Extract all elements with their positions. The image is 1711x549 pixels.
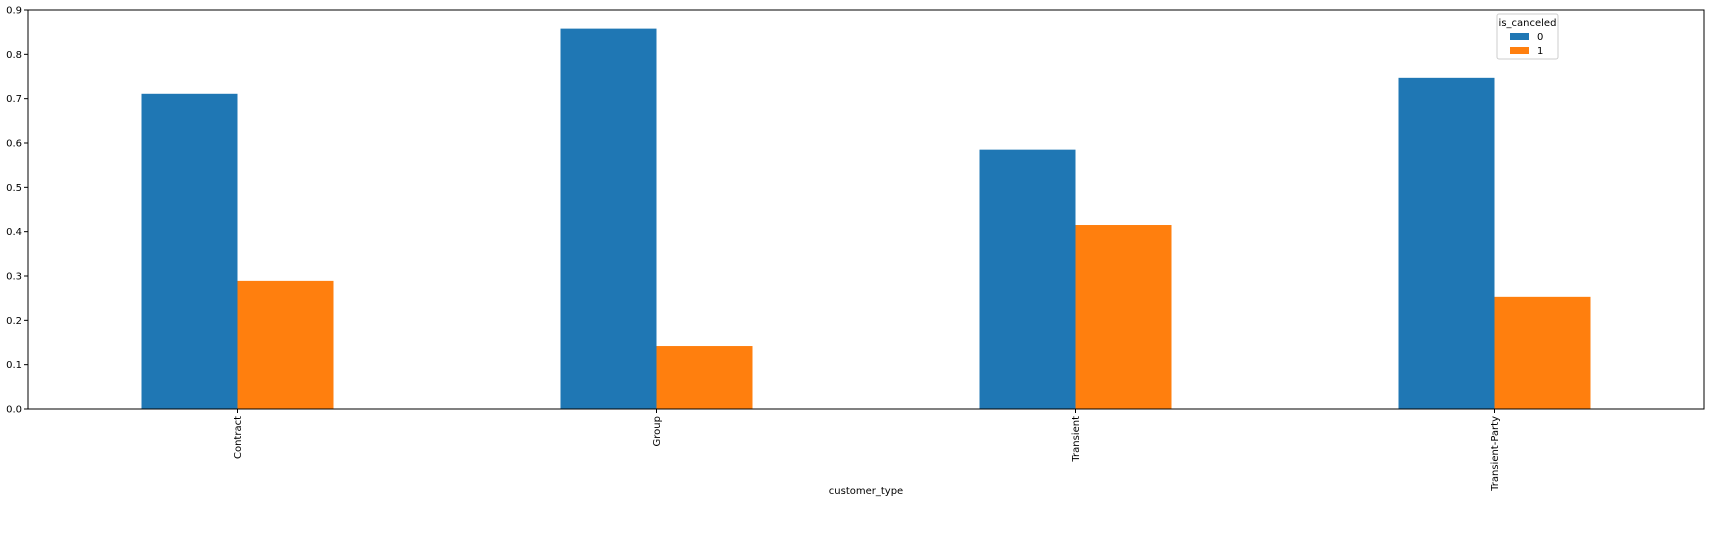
y-tick-label: 0.7 — [6, 94, 22, 105]
y-axis: 0.0 0.1 0.2 0.3 0.4 0.5 0.6 0.7 0.8 0.9 — [6, 6, 28, 416]
bar-contract-series-0 — [141, 93, 238, 409]
legend: is_canceled 0 1 — [1496, 13, 1559, 60]
legend-label-0: 0 — [1537, 32, 1543, 43]
y-tick-label: 0.5 — [6, 183, 22, 194]
x-axis-title: customer_type — [829, 486, 903, 497]
bar-transient-series-1 — [1075, 225, 1172, 409]
bar-transient-party-series-1 — [1494, 296, 1591, 409]
y-tick-label: 0.9 — [6, 6, 22, 17]
bar-transient-series-0 — [979, 149, 1076, 409]
plot-frame — [27, 9, 1705, 410]
y-tick-label: 0.6 — [6, 139, 22, 150]
y-tick-label: 0.2 — [6, 316, 22, 327]
bars-layer — [141, 28, 1591, 410]
legend-title: is_canceled — [1499, 18, 1557, 29]
y-tick-label: 0.3 — [6, 272, 22, 283]
x-tick-label: Transient-Party — [1490, 416, 1501, 492]
legend-swatch-0 — [1510, 33, 1529, 40]
bar-group-series-1 — [656, 346, 753, 409]
y-tick-label: 0.0 — [6, 405, 22, 416]
legend-label-1: 1 — [1537, 46, 1543, 57]
y-tick-label: 0.4 — [6, 227, 22, 238]
bar-group-series-0 — [560, 28, 657, 410]
x-axis: Contract Group Transient Transient-Party — [233, 409, 1501, 492]
y-tick-label: 0.1 — [6, 360, 22, 371]
x-tick-label: Group — [652, 416, 663, 446]
y-tick-label: 0.8 — [6, 50, 22, 61]
bar-contract-series-1 — [237, 280, 334, 409]
legend-swatch-1 — [1510, 47, 1529, 54]
bar-transient-party-series-0 — [1398, 77, 1495, 409]
x-tick-label: Transient — [1071, 416, 1082, 463]
x-tick-label: Contract — [233, 416, 244, 459]
